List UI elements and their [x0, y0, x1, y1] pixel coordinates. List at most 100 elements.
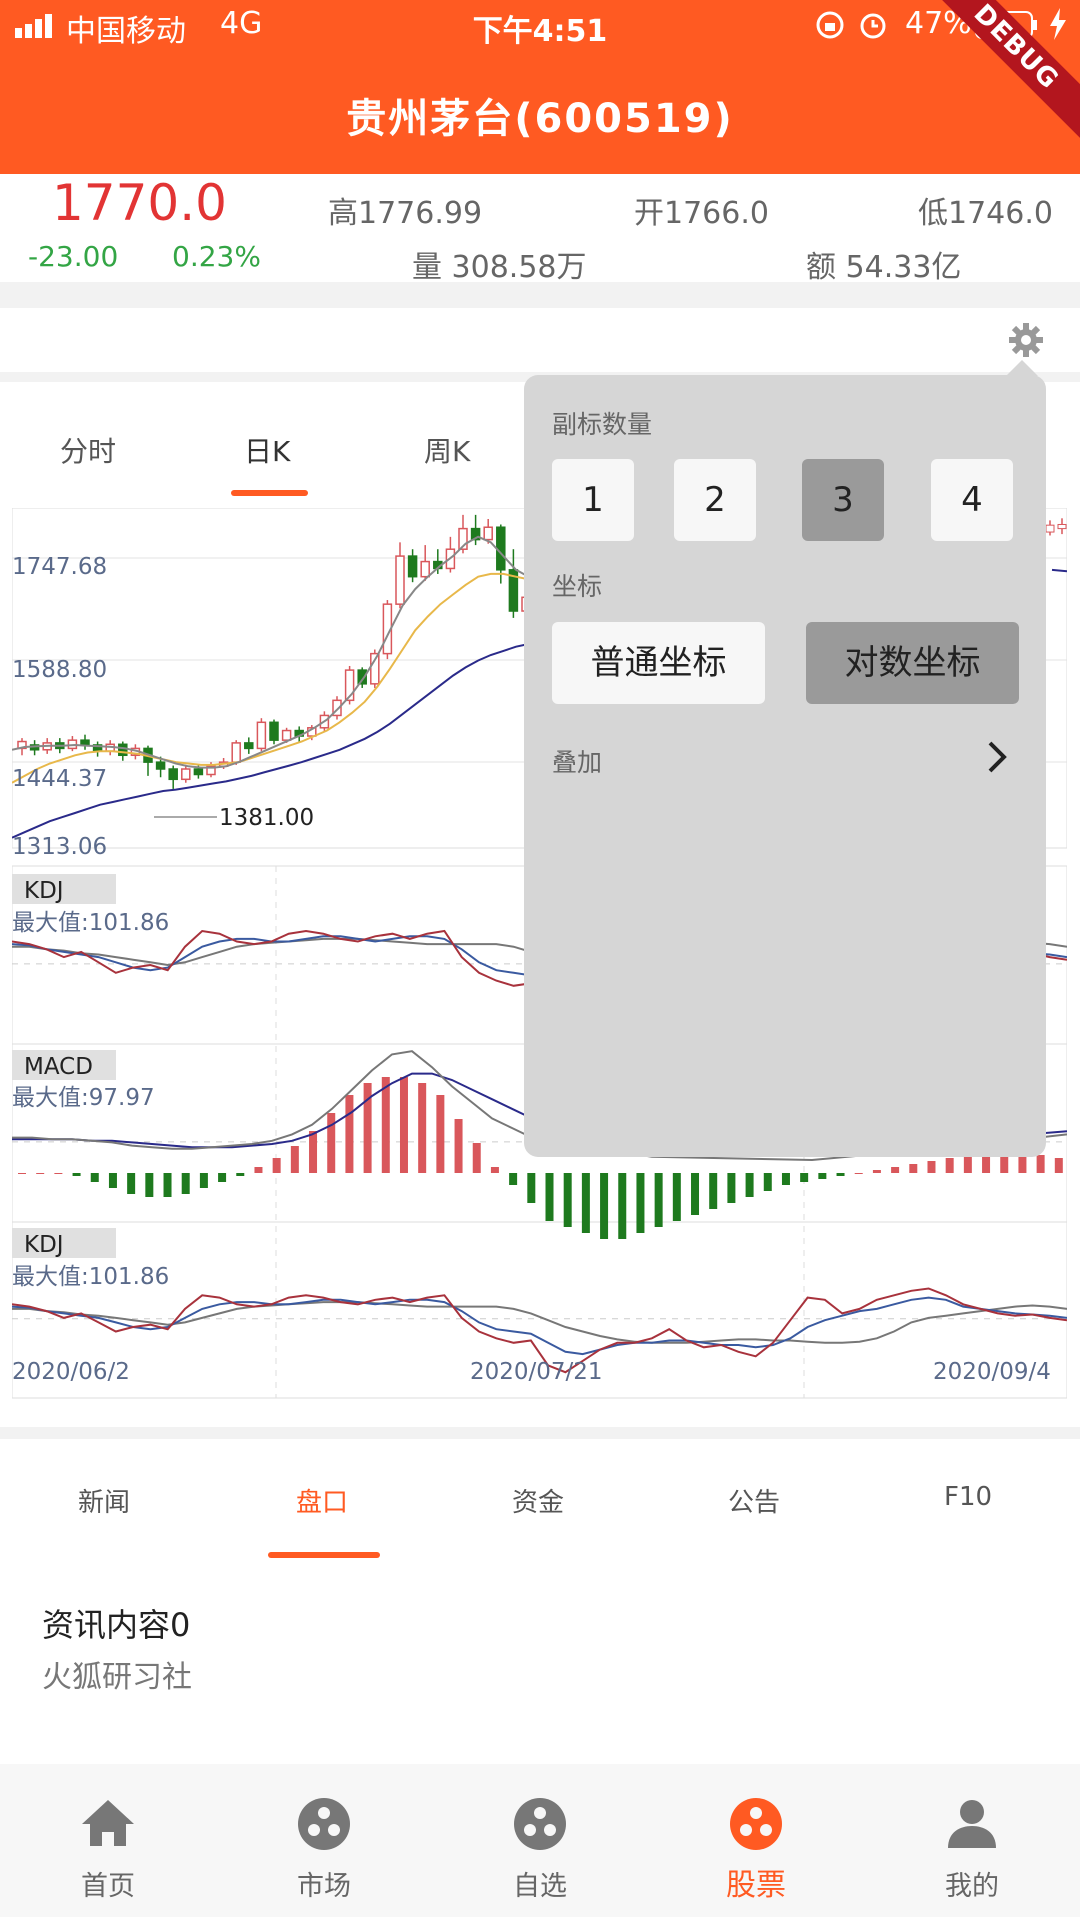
candle [193, 768, 204, 776]
kdj-line-red [12, 1287, 1067, 1374]
active-tab-indicator [231, 490, 308, 496]
macd-bar [836, 1173, 845, 1176]
sub-count-option-3[interactable]: 3 [802, 459, 884, 541]
macd-bar [199, 1173, 208, 1188]
nav-label: 市场 [297, 1871, 351, 1902]
macd-bar [327, 1113, 336, 1173]
active-tab-indicator [268, 1552, 380, 1558]
macd-bar [509, 1173, 518, 1185]
news-title[interactable]: 资讯内容0 [42, 1606, 191, 1644]
current-price: 1770.0 [52, 174, 227, 232]
chart-toolbar [0, 308, 1080, 372]
coord-log-button[interactable]: 对数坐标 [806, 622, 1019, 704]
candle [181, 768, 191, 781]
coord-normal-button[interactable]: 普通坐标 [552, 622, 765, 704]
macd-bar [145, 1173, 154, 1197]
macd-bar [709, 1173, 718, 1209]
macd-bar [218, 1173, 227, 1182]
macd-bar [309, 1131, 318, 1173]
candle [244, 742, 254, 750]
tab-announcement[interactable]: 公告 [728, 1488, 781, 1518]
panel-name-macd: MACD [24, 1054, 93, 1080]
nav-market[interactable]: 市场 [216, 1764, 432, 1917]
amount: 额 54.33亿 [806, 250, 962, 285]
candle [357, 669, 367, 685]
popup-arrow [1006, 360, 1038, 376]
macd-bar [254, 1167, 263, 1173]
macd-bar [1000, 1149, 1009, 1173]
macd-bar [745, 1173, 754, 1197]
macd-bar [781, 1173, 790, 1185]
macd-bar [418, 1083, 427, 1173]
status-time: 下午4:51 [472, 14, 608, 49]
panel-max-label: 最大值:101.86 [12, 1264, 169, 1290]
macd-bar [891, 1167, 900, 1173]
macd-bar [454, 1119, 463, 1173]
gear-icon[interactable] [1008, 322, 1044, 358]
macd-bar [618, 1173, 627, 1239]
overlay-label[interactable]: 叠加 [552, 748, 603, 777]
macd-bar [363, 1083, 372, 1173]
macd-bar [636, 1173, 645, 1233]
candle [344, 669, 355, 702]
divider [0, 1427, 1080, 1439]
ma-line-gray [12, 535, 542, 769]
tab-weekly-k[interactable]: 周K [424, 435, 471, 468]
macd-bar [672, 1173, 681, 1221]
macd-bar [108, 1173, 117, 1188]
macd-bar [945, 1158, 954, 1173]
macd-bar [399, 1077, 408, 1173]
macd-bar [854, 1173, 863, 1174]
app-header: 中国移动 4G 下午4:51 47% 贵州茅台(600519) DEBUG [0, 0, 1080, 174]
candle [370, 652, 380, 685]
sub-count-option-1[interactable]: 1 [552, 459, 634, 541]
macd-bar [691, 1173, 700, 1215]
candle [496, 526, 506, 571]
price-change-pct: 0.23% [172, 240, 261, 273]
tab-orderbook[interactable]: 盘口 [296, 1488, 349, 1518]
macd-bar [36, 1173, 45, 1174]
macd-bar [1054, 1158, 1063, 1173]
candle [483, 526, 493, 541]
price-axis-label: 1313.06 [12, 834, 107, 860]
macd-bar [272, 1158, 281, 1173]
page-title: 贵州茅台(600519) [346, 96, 734, 142]
tab-news[interactable]: 新闻 [78, 1488, 131, 1518]
chevron-right-icon[interactable] [978, 737, 1018, 777]
sub-count-option-4[interactable]: 4 [931, 459, 1013, 541]
tab-capital[interactable]: 资金 [512, 1488, 565, 1518]
home-icon [82, 1800, 134, 1846]
open-price: 开1766.0 [634, 196, 769, 231]
candle [508, 569, 519, 612]
sub-count-option-2[interactable]: 2 [674, 459, 756, 541]
stock-icon [730, 1798, 782, 1850]
macd-line-gray [12, 1050, 533, 1150]
macd-bar [654, 1173, 663, 1227]
nav-profile[interactable]: 我的 [864, 1764, 1080, 1917]
nav-label: 首页 [81, 1871, 135, 1902]
panel-name-kdj: KDJ [24, 878, 64, 904]
x-axis-label: 2020/06/2 [12, 1359, 130, 1385]
kdj-line-blue [12, 1296, 1067, 1356]
sub-panel-frame [12, 1221, 1067, 1399]
panel-tag [12, 1050, 116, 1080]
candle [395, 555, 405, 605]
price-axis-label: 1588.80 [12, 657, 107, 683]
bottom-nav: 首页 市场 自选 股票 我的 [0, 1764, 1080, 1917]
tab-intraday[interactable]: 分时 [60, 435, 117, 468]
nav-stock[interactable]: 股票 [648, 1764, 864, 1917]
tab-daily-k[interactable]: 日K [244, 435, 291, 468]
kdj-line-gray [12, 1301, 1067, 1344]
low-price: 低1746.0 [918, 196, 1053, 231]
carrier-name: 中国移动 [66, 14, 186, 49]
tab-f10[interactable]: F10 [944, 1482, 993, 1512]
nav-home[interactable]: 首页 [0, 1764, 216, 1917]
macd-bar [1036, 1155, 1045, 1173]
macd-bar [345, 1095, 354, 1173]
nav-watchlist[interactable]: 自选 [432, 1764, 648, 1917]
macd-bar [600, 1173, 609, 1239]
macd-bar [1018, 1152, 1027, 1173]
divider [0, 282, 1080, 308]
macd-bar [490, 1167, 499, 1173]
macd-bar [163, 1173, 172, 1197]
